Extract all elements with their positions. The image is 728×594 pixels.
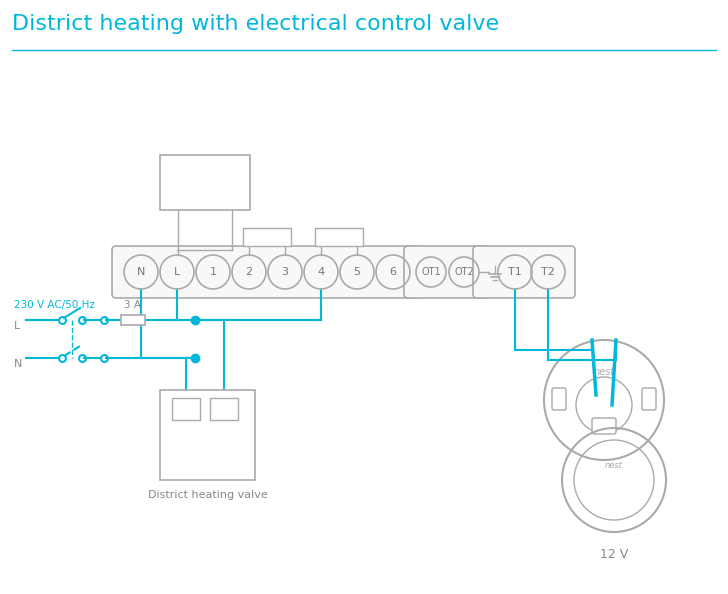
Text: 230 V AC/50 Hz: 230 V AC/50 Hz [14, 300, 95, 310]
FancyBboxPatch shape [473, 246, 575, 298]
Text: 3 A: 3 A [124, 300, 141, 310]
Text: 2: 2 [245, 267, 253, 277]
Text: District heating with electrical control valve: District heating with electrical control… [12, 14, 499, 34]
Text: N: N [14, 359, 23, 369]
Text: T2: T2 [541, 267, 555, 277]
Text: District heating valve: District heating valve [148, 490, 267, 500]
Text: Input power: Input power [172, 178, 238, 188]
Text: N: N [182, 404, 190, 414]
Text: 6: 6 [389, 267, 397, 277]
FancyBboxPatch shape [592, 418, 616, 434]
Text: L: L [14, 321, 20, 331]
Text: OT2: OT2 [454, 267, 474, 277]
FancyBboxPatch shape [404, 246, 491, 298]
FancyBboxPatch shape [552, 388, 566, 410]
Text: nest: nest [593, 367, 614, 377]
Text: 3: 3 [282, 267, 288, 277]
FancyBboxPatch shape [315, 228, 363, 246]
Text: OT1: OT1 [422, 267, 441, 277]
FancyBboxPatch shape [121, 315, 145, 325]
Text: N: N [137, 267, 145, 277]
FancyBboxPatch shape [210, 398, 238, 420]
Text: 12 V: 12 V [600, 548, 628, 561]
Text: nest: nest [605, 460, 623, 469]
Text: T1: T1 [508, 267, 522, 277]
Text: 1: 1 [210, 267, 216, 277]
FancyBboxPatch shape [112, 246, 422, 298]
FancyBboxPatch shape [642, 388, 656, 410]
FancyBboxPatch shape [243, 228, 291, 246]
Text: L: L [174, 267, 180, 277]
Text: 4: 4 [317, 267, 325, 277]
FancyBboxPatch shape [160, 155, 250, 210]
Text: 5: 5 [354, 267, 360, 277]
Text: L: L [221, 404, 227, 414]
FancyBboxPatch shape [160, 390, 255, 480]
FancyBboxPatch shape [172, 398, 200, 420]
